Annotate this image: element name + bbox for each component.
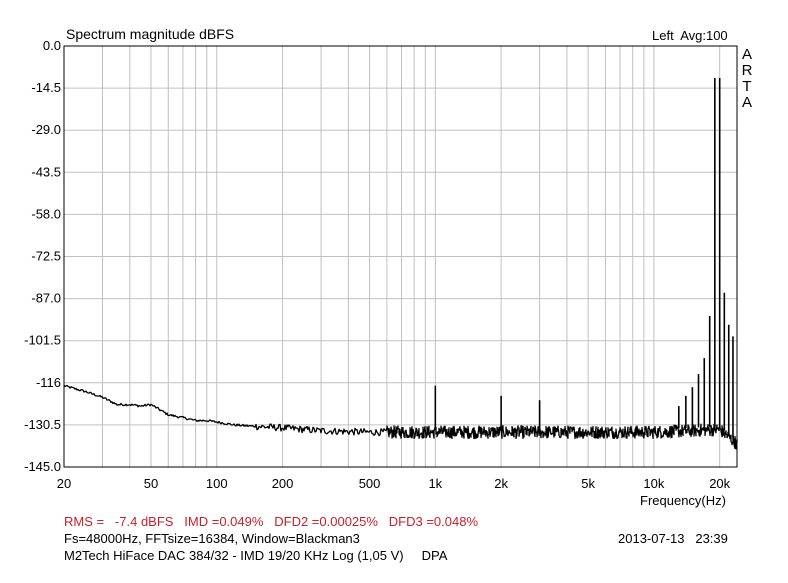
brand-letter: T [742, 78, 752, 95]
brand-letter: A [741, 46, 752, 63]
x-tick-label: 1k [428, 476, 442, 491]
y-tick-label: -29.0 [31, 122, 61, 137]
y-tick-label: -58.0 [31, 206, 61, 221]
y-tick-label: 0.0 [43, 38, 61, 53]
plot-frame [63, 45, 738, 468]
y-tick-label: -87.0 [31, 291, 61, 306]
x-axis-ticks: 20 50 100 200 500 1k 2k 5k 10k 20k [57, 476, 731, 491]
x-tick-label: 50 [144, 476, 158, 491]
y-tick-label: -14.5 [31, 80, 61, 95]
x-tick-label: 500 [359, 476, 381, 491]
timestamp: 2013-07-13 23:39 [618, 531, 728, 546]
x-tick-label: 5k [581, 476, 595, 491]
x-tick-label: 2k [494, 476, 508, 491]
settings-line: Fs=48000Hz, FFTsize=16384, Window=Blackm… [64, 531, 360, 546]
brand-letter: A [741, 94, 752, 111]
x-tick-label: 20 [57, 476, 71, 491]
y-axis-ticks: 0.0 -14.5 -29.0 -43.5 -58.0 -72.5 -87.0 -101.5 -… [24, 38, 61, 474]
y-tick-label: -101.5 [24, 333, 61, 348]
spectrum-series [63, 77, 738, 450]
x-tick-label: 100 [206, 476, 228, 491]
y-tick-label: -145.0 [24, 459, 61, 474]
arta-brand: A R T A [740, 47, 754, 111]
chart-title: Spectrum magnitude dBFS [66, 26, 235, 42]
description-line: M2Tech HiFace DAC 384/32 - IMD 19/20 KHz… [64, 548, 448, 563]
y-tick-label: -130.5 [24, 417, 61, 432]
y-tick-label: -72.5 [31, 249, 61, 264]
brand-letter: R [741, 62, 753, 79]
x-tick-label: 20k [709, 476, 730, 491]
x-tick-label: 200 [272, 476, 294, 491]
y-tick-label: -43.5 [31, 164, 61, 179]
grid-lines [64, 46, 737, 467]
x-axis-label: Frequency(Hz) [640, 493, 726, 508]
channel-avg-label: Left Avg:100 [652, 28, 728, 43]
stats-line: RMS = -7.4 dBFS IMD =0.049% DFD2 =0.0002… [64, 514, 479, 529]
y-tick-label: -116 [36, 375, 61, 390]
noise-floor-line [63, 384, 738, 450]
x-tick-label: 10k [643, 476, 664, 491]
